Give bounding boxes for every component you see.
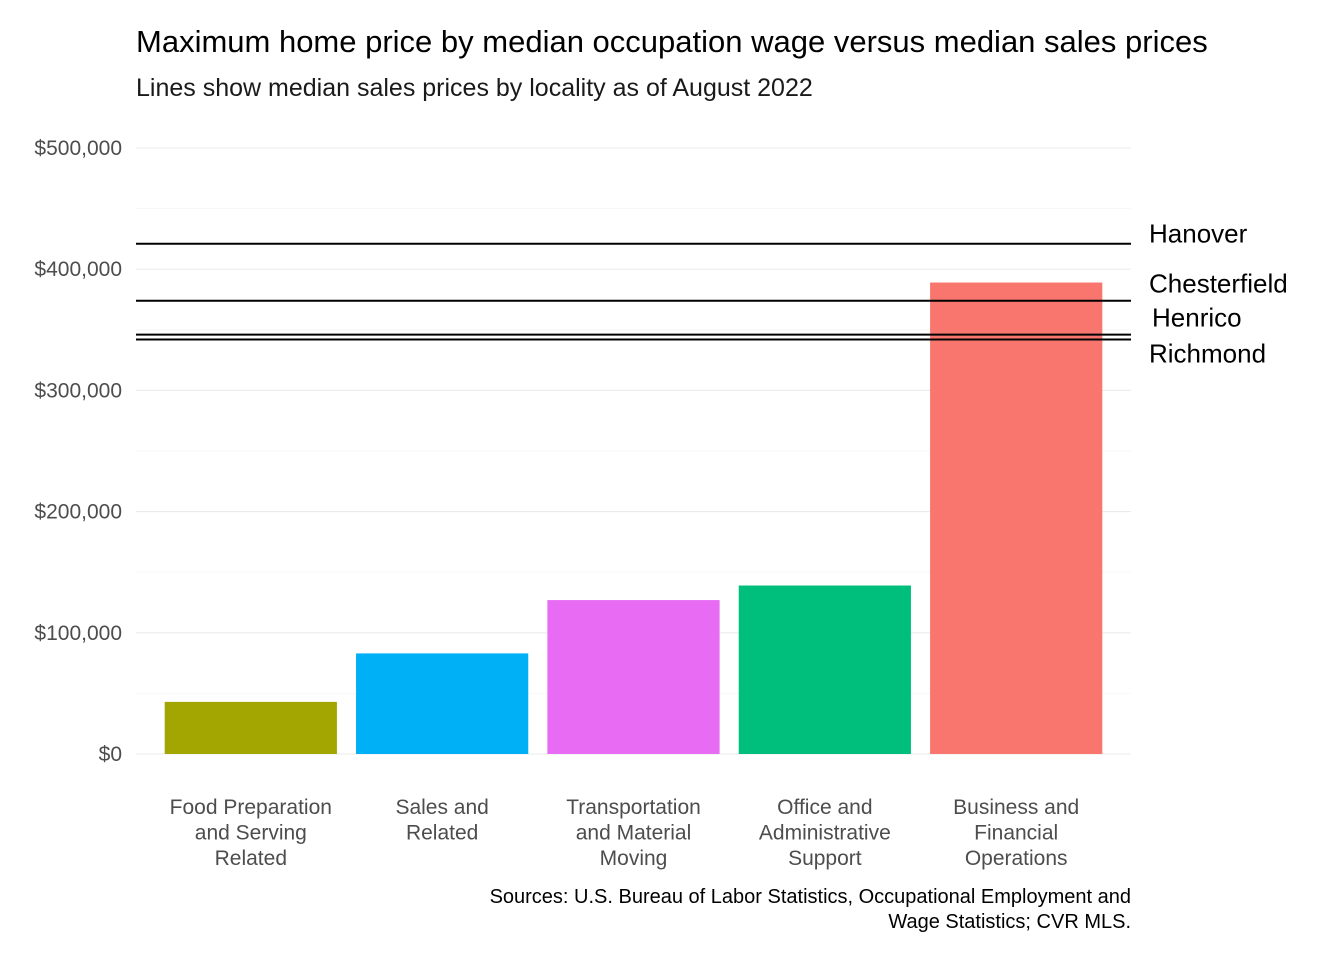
reference-line-label: Hanover xyxy=(1149,219,1248,249)
bars xyxy=(164,282,1103,754)
y-tick-label: $400,000 xyxy=(34,258,122,281)
y-tick-label: $500,000 xyxy=(34,137,122,160)
x-category-label: Related xyxy=(215,847,287,870)
x-category-label: Administrative xyxy=(759,822,891,845)
y-tick-label: $300,000 xyxy=(34,379,122,402)
x-category-label: Support xyxy=(788,847,862,870)
caption: Sources: U.S. Bureau of Labor Statistics… xyxy=(490,886,1131,933)
x-category-label: Operations xyxy=(965,847,1068,870)
x-category-label: Office and xyxy=(777,796,872,819)
reference-line-label: Richmond xyxy=(1149,338,1266,368)
bar xyxy=(356,653,529,754)
x-category-label: Financial xyxy=(974,822,1058,845)
chart-title: Maximum home price by median occupation … xyxy=(136,24,1208,59)
y-tick-label: $100,000 xyxy=(34,622,122,645)
x-category-label: Sales and xyxy=(395,796,488,819)
bar xyxy=(547,600,720,754)
x-category-label: Food Preparation xyxy=(170,796,332,819)
chart-subtitle: Lines show median sales prices by locali… xyxy=(136,74,813,102)
x-category-label: and Material xyxy=(576,822,692,845)
bar xyxy=(930,282,1103,754)
x-category-label: Transportation xyxy=(566,796,701,819)
x-category-label: and Serving xyxy=(195,822,307,845)
caption-line: Sources: U.S. Bureau of Labor Statistics… xyxy=(490,886,1131,908)
bar xyxy=(738,585,911,754)
gridlines xyxy=(136,147,1131,755)
reference-line-label: Henrico xyxy=(1152,303,1242,333)
caption-line: Wage Statistics; CVR MLS. xyxy=(888,911,1131,933)
x-category-label: Related xyxy=(406,822,478,845)
reference-lines: Hanover Chesterfield Henrico Richmond xyxy=(136,219,1288,368)
x-category-label: Business and xyxy=(953,796,1079,819)
y-tick-label: $200,000 xyxy=(34,501,122,524)
y-tick-label: $0 xyxy=(99,743,122,766)
reference-line-label: Chesterfield xyxy=(1149,269,1288,299)
y-axis-ticks: $0 $100,000 $200,000 $300,000 $400,000 $500,0… xyxy=(34,137,122,766)
bar xyxy=(164,701,337,754)
x-category-label: Moving xyxy=(600,847,668,870)
